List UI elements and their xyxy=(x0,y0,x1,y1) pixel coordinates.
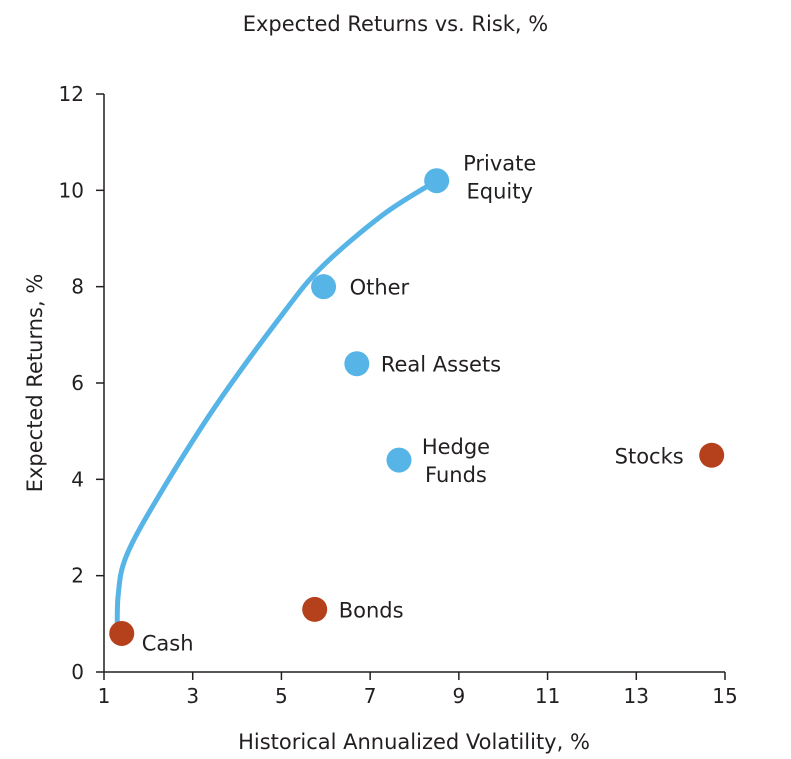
y-tick-label: 12 xyxy=(59,82,84,106)
label-real-assets: Real Assets xyxy=(381,353,501,377)
x-tick-label: 15 xyxy=(712,684,737,708)
x-tick-label: 3 xyxy=(186,684,199,708)
label-line: Equity xyxy=(466,180,532,204)
point-real-assets xyxy=(344,351,370,377)
axes xyxy=(103,94,725,673)
y-tick-label: 0 xyxy=(71,660,84,684)
data-points: Private Equity Other Real Assets Hedge Funds S… xyxy=(109,152,725,655)
x-tick-label: 11 xyxy=(535,684,560,708)
y-tick-label: 10 xyxy=(59,178,84,202)
x-tick-label: 1 xyxy=(98,684,111,708)
point-private-equity xyxy=(424,168,450,194)
efficient-frontier-curve xyxy=(114,178,440,636)
x-tick-label: 13 xyxy=(624,684,649,708)
label-line: Funds xyxy=(425,463,487,487)
x-axis-title: Historical Annualized Volatility, % xyxy=(238,730,590,754)
x-tick-label: 9 xyxy=(452,684,465,708)
point-cash xyxy=(109,620,135,646)
x-tick-label: 5 xyxy=(275,684,288,708)
point-stocks xyxy=(699,442,725,468)
y-tick-label: 8 xyxy=(71,275,84,299)
label-cash: Cash xyxy=(142,631,194,655)
label-hedge-funds: Hedge Funds xyxy=(422,435,490,487)
label-stocks: Stocks xyxy=(615,444,684,468)
y-tick-label: 4 xyxy=(71,467,84,491)
label-bonds: Bonds xyxy=(339,598,404,622)
point-hedge-funds xyxy=(386,447,412,473)
chart-title: Expected Returns vs. Risk, % xyxy=(242,12,549,36)
x-tick-label: 7 xyxy=(364,684,377,708)
y-tick-label: 2 xyxy=(71,564,84,588)
point-bonds xyxy=(302,596,328,622)
y-axis-title: Expected Returns, % xyxy=(23,274,47,493)
label-line: Hedge xyxy=(422,435,490,459)
label-line: Private xyxy=(463,152,536,176)
y-tick-label: 6 xyxy=(71,371,84,395)
point-other xyxy=(311,274,337,300)
label-other: Other xyxy=(350,276,410,300)
label-private-equity: Private Equity xyxy=(463,152,536,204)
